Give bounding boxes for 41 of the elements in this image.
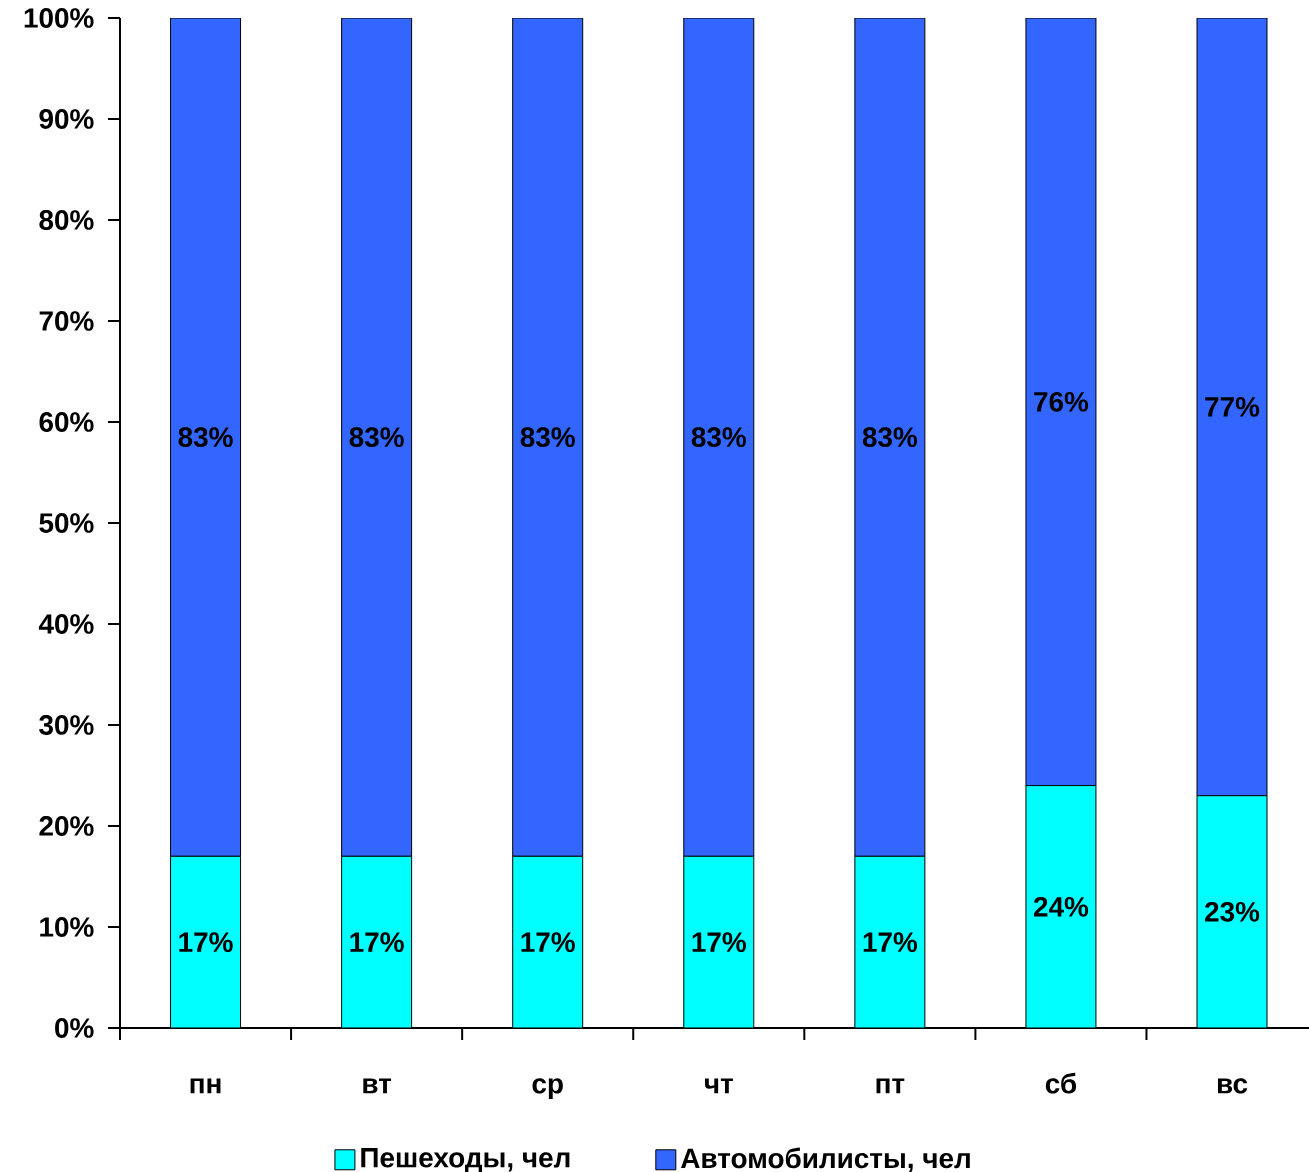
data-label: 83% xyxy=(862,427,918,448)
y-tick-label: 40% xyxy=(38,614,94,634)
data-label: 76% xyxy=(1034,391,1089,412)
bar xyxy=(1025,785,1097,1028)
x-tick-label: вт xyxy=(363,1078,392,1094)
bar xyxy=(512,855,584,1028)
y-tick-label: 80% xyxy=(39,210,94,230)
data-label: 17% xyxy=(179,932,233,952)
bar xyxy=(854,855,926,1028)
x-tick-label: чт xyxy=(704,1078,733,1094)
x-tick-label: пт xyxy=(876,1078,905,1094)
data-label: 17% xyxy=(692,932,746,952)
data-label: 83% xyxy=(349,427,404,448)
y-tick-label: 70% xyxy=(39,311,94,331)
y-tick-label: 30% xyxy=(39,715,94,735)
y-tick-label: 10% xyxy=(40,917,94,937)
data-label: 83% xyxy=(691,427,746,448)
x-tick-label: ср xyxy=(532,1078,563,1100)
x-tick-label: сб xyxy=(1045,1072,1077,1094)
legend-label: Автомобилисты, чел xyxy=(680,1147,970,1172)
y-tick-label: 90% xyxy=(39,109,94,129)
data-label: 24% xyxy=(1033,896,1089,917)
y-tick-label: 60% xyxy=(39,412,94,432)
data-label: 17% xyxy=(863,932,918,952)
data-label: 83% xyxy=(178,427,233,448)
data-label: 77% xyxy=(1205,397,1260,417)
bar xyxy=(170,855,242,1028)
y-tick-label: 100% xyxy=(24,8,94,28)
data-label: 23% xyxy=(1205,901,1260,922)
data-label: 17% xyxy=(350,932,404,952)
bar xyxy=(1196,795,1268,1028)
data-label: 83% xyxy=(520,427,575,448)
y-tick-label: 50% xyxy=(39,513,94,533)
bar xyxy=(341,855,413,1028)
y-tick-label: 20% xyxy=(39,816,94,836)
x-tick-label: вс xyxy=(1217,1078,1248,1094)
bar xyxy=(683,855,755,1028)
data-label: 17% xyxy=(521,932,575,952)
x-tick-label: пн xyxy=(190,1078,221,1094)
legend-label: Пешеходы, чел xyxy=(361,1148,570,1172)
y-tick-label: 0% xyxy=(55,1018,94,1038)
